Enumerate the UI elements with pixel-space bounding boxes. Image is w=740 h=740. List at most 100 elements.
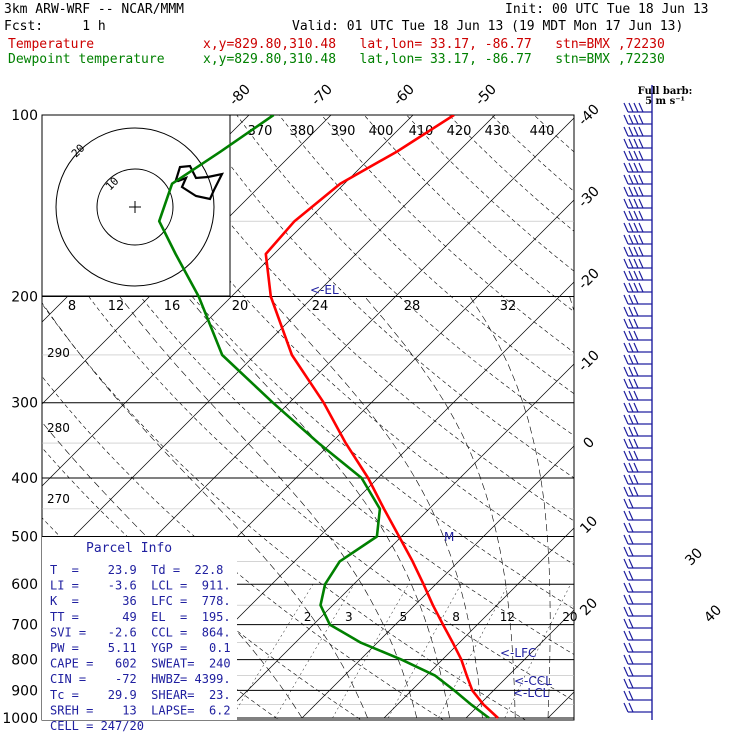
model-title: 3km ARW-WRF -- NCAR/MMM bbox=[4, 2, 185, 17]
pressure-label: 500 bbox=[11, 529, 38, 545]
wind-barb bbox=[623, 138, 652, 149]
dry-adiabat bbox=[193, 115, 574, 479]
isotherm-label: 40 bbox=[701, 602, 725, 626]
wind-barb bbox=[623, 618, 652, 629]
wind-barb bbox=[623, 546, 652, 557]
dry-adiabat bbox=[278, 115, 574, 395]
isotherm-label: 20 bbox=[577, 595, 601, 619]
parcel-info-row: LI = -3.6 LCL = 911. bbox=[50, 579, 231, 593]
dry-adiabat bbox=[321, 115, 574, 353]
moist-adiabat bbox=[119, 296, 418, 719]
wind-barb bbox=[623, 474, 652, 485]
wind-barb bbox=[623, 642, 652, 653]
isotherm-label: -80 bbox=[226, 81, 253, 108]
wind-barb bbox=[623, 306, 652, 317]
isotherm-label: -60 bbox=[390, 81, 417, 108]
parcel-info-row: CAPE = 602 SWEAT= 240 bbox=[50, 657, 231, 671]
annotation-label: <-LFC bbox=[500, 646, 536, 660]
parcel-info-row: T = 23.9 Td = 22.8 bbox=[50, 563, 223, 577]
wind-barb bbox=[623, 114, 652, 125]
wind-barb bbox=[623, 126, 652, 137]
wind-barb bbox=[623, 174, 652, 185]
wind-barb bbox=[623, 162, 652, 173]
wind-barb bbox=[623, 342, 652, 353]
isotherm-label: 30 bbox=[682, 545, 706, 569]
hodograph-ring-inner bbox=[96, 168, 174, 246]
mixing-ratio-label: 20 bbox=[562, 610, 577, 624]
wind-barb bbox=[623, 246, 652, 257]
forecast-hour: Fcst: 1 h bbox=[4, 19, 106, 34]
parcel-info-box bbox=[42, 537, 237, 720]
dry-adiabat bbox=[42, 148, 574, 655]
wind-barb bbox=[623, 462, 652, 473]
theta-label: 430 bbox=[485, 124, 510, 139]
isotherm-line bbox=[219, 363, 574, 719]
parcel-info-row: Tc = 29.9 SHEAR= 23. bbox=[50, 688, 231, 702]
wind-barb bbox=[623, 282, 652, 293]
theta-label: 410 bbox=[409, 124, 434, 139]
wind-barb bbox=[623, 594, 652, 605]
pressure-label: 600 bbox=[11, 577, 38, 593]
wind-barb bbox=[623, 522, 652, 533]
isotherm-line bbox=[42, 115, 496, 569]
wind-barb bbox=[623, 510, 652, 521]
wind-speed-scale-label: 20 bbox=[232, 299, 249, 314]
isotherm-line bbox=[0, 115, 3, 718]
wind-barb bbox=[623, 438, 652, 449]
wind-barb bbox=[623, 390, 652, 401]
mixing-ratio-label: 2 bbox=[304, 610, 312, 624]
isotherm-label: -20 bbox=[575, 265, 602, 292]
wind-speed-scale-label: 16 bbox=[164, 299, 181, 314]
wind-barb bbox=[623, 354, 652, 365]
barb-legend-units: 5 m s⁻¹ bbox=[645, 96, 685, 107]
legend-temperature-info: x,y=829.80,310.48 lat,lon= 33.17, -86.77… bbox=[203, 37, 665, 52]
wind-barb bbox=[623, 426, 652, 437]
isotherm-line bbox=[137, 281, 574, 719]
isotherm-line bbox=[383, 527, 574, 719]
dry-adiabat bbox=[363, 115, 574, 313]
hodograph-ring-outer bbox=[55, 127, 215, 287]
annotation-label: <-CCL bbox=[514, 674, 552, 688]
wind-barb bbox=[623, 150, 652, 161]
wind-barb bbox=[623, 702, 652, 713]
pressure-label: 900 bbox=[11, 683, 38, 699]
pressure-label: 1000 bbox=[2, 711, 38, 727]
wind-barb bbox=[623, 366, 652, 377]
dry-adiabat bbox=[577, 115, 740, 731]
isotherm-label: 0 bbox=[580, 434, 598, 452]
moist-adiabat bbox=[364, 296, 516, 719]
mixing-ratio-line bbox=[387, 584, 462, 719]
dry-adiabat bbox=[42, 227, 574, 702]
mixing-ratio-label: 8 bbox=[452, 610, 460, 624]
barb-legend-label: Full barb: bbox=[638, 86, 693, 97]
pressure-label: 700 bbox=[11, 618, 38, 634]
wind-barb bbox=[623, 294, 652, 305]
legend-temperature-label: Temperature bbox=[8, 37, 95, 52]
legend-dewpoint-info: x,y=829.80,310.48 lat,lon= 33.17, -86.77… bbox=[203, 52, 665, 67]
theta-label: 390 bbox=[331, 124, 356, 139]
hodograph-trace bbox=[174, 164, 225, 201]
wind-barb bbox=[623, 330, 652, 341]
theta-e-label: 280 bbox=[47, 421, 70, 435]
isotherm-line bbox=[712, 115, 740, 718]
wind-barb bbox=[623, 198, 652, 209]
wind-barb bbox=[623, 222, 652, 233]
isotherm-label: -70 bbox=[308, 81, 335, 108]
moist-adiabat bbox=[469, 296, 551, 719]
wind-barb bbox=[623, 498, 652, 509]
hodograph-box bbox=[41, 114, 231, 297]
parcel-info-row: CELL = 247/20 bbox=[50, 719, 144, 733]
wind-barb bbox=[623, 234, 652, 245]
pressure-label: 800 bbox=[11, 653, 38, 669]
dry-adiabat bbox=[406, 115, 574, 272]
pressure-label: 400 bbox=[11, 471, 38, 487]
theta-e-label: 290 bbox=[47, 346, 70, 360]
wind-barb bbox=[623, 414, 652, 425]
mixing-ratio-line bbox=[332, 584, 409, 719]
isotherm-line bbox=[301, 445, 574, 719]
isotherm-label: -50 bbox=[472, 81, 499, 108]
theta-label: 440 bbox=[530, 124, 555, 139]
wind-barb bbox=[623, 582, 652, 593]
temperature-profile bbox=[264, 115, 499, 719]
parcel-info-row: PW = 5.11 YGP = 0.1 bbox=[50, 641, 231, 655]
